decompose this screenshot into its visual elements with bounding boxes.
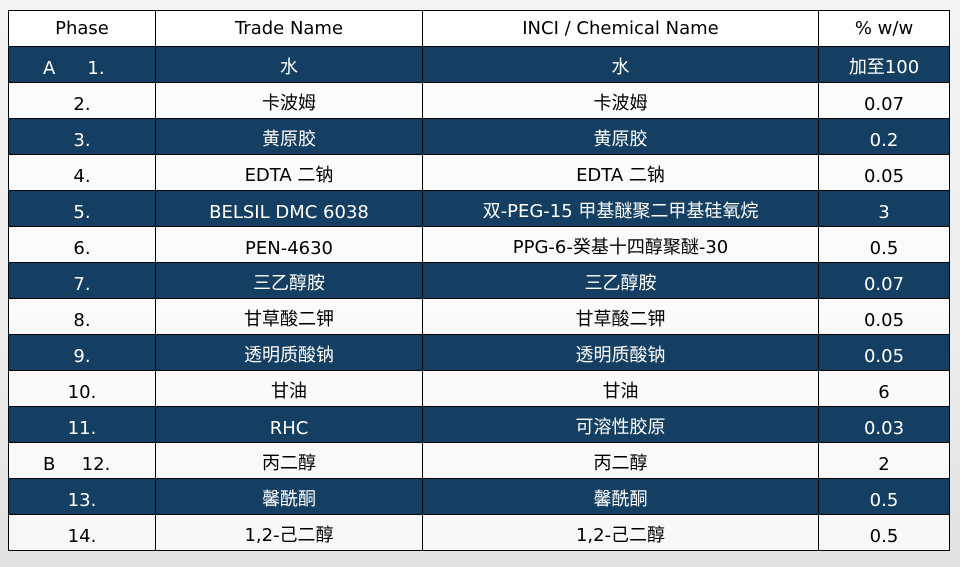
- trade-name-cell: 甘油: [155, 370, 423, 407]
- table-row: 6. PEN-4630 PPG-6-癸基十四醇聚醚-30 0.5: [8, 226, 950, 263]
- trade-name-cell: 水: [155, 46, 423, 83]
- table-row: 7. 三乙醇胺 三乙醇胺 0.07: [8, 262, 950, 299]
- percent-cell: 0.2: [818, 118, 950, 155]
- inci-name-cell: 1,2-己二醇: [422, 514, 819, 551]
- percent-cell: 0.05: [818, 298, 950, 335]
- inci-name-cell: 卡波姆: [422, 82, 819, 119]
- ingredient-number: 1.: [87, 58, 105, 79]
- table-row: 5. BELSIL DMC 6038 双-PEG-15 甲基醚聚二甲基硅氧烷 3: [8, 190, 950, 227]
- percent-cell: 6: [818, 370, 950, 407]
- table-row: 9. 透明质酸钠 透明质酸钠 0.05: [8, 334, 950, 371]
- trade-name-cell: RHC: [155, 406, 423, 443]
- trade-name-cell: 馨酰酮: [155, 478, 423, 515]
- header-phase: Phase: [8, 10, 156, 47]
- trade-name-cell: 甘草酸二钾: [155, 298, 423, 335]
- formulation-table: Phase Trade Name INCI / Chemical Name % …: [8, 10, 950, 551]
- trade-name-cell: 透明质酸钠: [155, 334, 423, 371]
- inci-name-cell: 丙二醇: [422, 442, 819, 479]
- ingredient-number: 14.: [67, 526, 97, 547]
- inci-name-cell: 三乙醇胺: [422, 262, 819, 299]
- percent-cell: 0.07: [818, 82, 950, 119]
- trade-name-cell: 三乙醇胺: [155, 262, 423, 299]
- trade-name-cell: 丙二醇: [155, 442, 423, 479]
- ingredient-number: 11.: [67, 418, 97, 439]
- phase-cell: 11.: [8, 406, 156, 443]
- ingredient-number: 2.: [73, 94, 91, 115]
- table-row: 8. 甘草酸二钾 甘草酸二钾 0.05: [8, 298, 950, 335]
- percent-cell: 0.03: [818, 406, 950, 443]
- phase-label: B: [43, 454, 56, 475]
- ingredient-number: 5.: [73, 202, 91, 223]
- trade-name-cell: BELSIL DMC 6038: [155, 190, 423, 227]
- inci-name-cell: PPG-6-癸基十四醇聚醚-30: [422, 226, 819, 263]
- ingredient-number: 10.: [67, 382, 97, 403]
- table-row: B 12. 丙二醇 丙二醇 2: [8, 442, 950, 479]
- inci-name-cell: EDTA 二钠: [422, 154, 819, 191]
- ingredient-number: 12.: [81, 454, 111, 475]
- phase-cell: 6.: [8, 226, 156, 263]
- percent-cell: 0.05: [818, 334, 950, 371]
- phase-cell: 2.: [8, 82, 156, 119]
- inci-name-cell: 甘油: [422, 370, 819, 407]
- ingredient-number: 3.: [73, 130, 91, 151]
- table-row: 3. 黄原胶 黄原胶 0.2: [8, 118, 950, 155]
- percent-cell: 0.07: [818, 262, 950, 299]
- inci-name-cell: 可溶性胶原: [422, 406, 819, 443]
- table-row: 4. EDTA 二钠 EDTA 二钠 0.05: [8, 154, 950, 191]
- phase-cell: 10.: [8, 370, 156, 407]
- inci-name-cell: 双-PEG-15 甲基醚聚二甲基硅氧烷: [422, 190, 819, 227]
- inci-name-cell: 馨酰酮: [422, 478, 819, 515]
- trade-name-cell: PEN-4630: [155, 226, 423, 263]
- inci-name-cell: 水: [422, 46, 819, 83]
- ingredient-number: 13.: [67, 490, 97, 511]
- percent-cell: 3: [818, 190, 950, 227]
- ingredient-number: 4.: [73, 166, 91, 187]
- table-row: 10. 甘油 甘油 6: [8, 370, 950, 407]
- phase-cell: 9.: [8, 334, 156, 371]
- ingredient-number: 6.: [73, 238, 91, 259]
- phase-cell: 8.: [8, 298, 156, 335]
- table-row: 14. 1,2-己二醇 1,2-己二醇 0.5: [8, 514, 950, 551]
- trade-name-cell: EDTA 二钠: [155, 154, 423, 191]
- table-row: 13. 馨酰酮 馨酰酮 0.5: [8, 478, 950, 515]
- phase-cell: A 1.: [8, 46, 156, 83]
- ingredient-number: 9.: [73, 346, 91, 367]
- trade-name-cell: 1,2-己二醇: [155, 514, 423, 551]
- inci-name-cell: 黄原胶: [422, 118, 819, 155]
- percent-cell: 2: [818, 442, 950, 479]
- table-row: 11. RHC 可溶性胶原 0.03: [8, 406, 950, 443]
- header-inci-name: INCI / Chemical Name: [422, 10, 819, 47]
- phase-cell: 5.: [8, 190, 156, 227]
- trade-name-cell: 卡波姆: [155, 82, 423, 119]
- header-trade-name: Trade Name: [155, 10, 423, 47]
- ingredient-number: 7.: [73, 274, 91, 295]
- percent-cell: 0.5: [818, 226, 950, 263]
- header-percent: % w/w: [818, 10, 950, 47]
- table-row: A 1. 水 水 加至100: [8, 46, 950, 83]
- phase-cell: 14.: [8, 514, 156, 551]
- phase-cell: 7.: [8, 262, 156, 299]
- header-row: Phase Trade Name INCI / Chemical Name % …: [8, 10, 950, 47]
- inci-name-cell: 甘草酸二钾: [422, 298, 819, 335]
- percent-cell: 0.05: [818, 154, 950, 191]
- table-row: 2. 卡波姆 卡波姆 0.07: [8, 82, 950, 119]
- inci-name-cell: 透明质酸钠: [422, 334, 819, 371]
- percent-cell: 0.5: [818, 478, 950, 515]
- phase-cell: B 12.: [8, 442, 156, 479]
- phase-cell: 4.: [8, 154, 156, 191]
- phase-cell: 13.: [8, 478, 156, 515]
- phase-label: A: [43, 58, 56, 79]
- ingredient-number: 8.: [73, 310, 91, 331]
- percent-cell: 0.5: [818, 514, 950, 551]
- phase-cell: 3.: [8, 118, 156, 155]
- percent-cell: 加至100: [818, 46, 950, 83]
- trade-name-cell: 黄原胶: [155, 118, 423, 155]
